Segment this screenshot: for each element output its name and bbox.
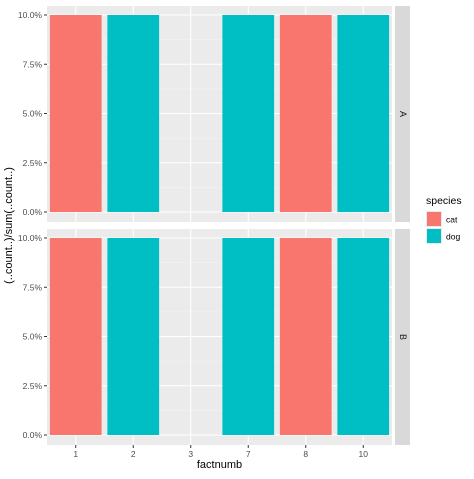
- bar-B-7-dog: [222, 238, 275, 435]
- x-tick-label: 10: [359, 449, 369, 459]
- y-tick-label: 2.5%: [23, 381, 43, 391]
- bar-B-8-cat: [279, 238, 332, 435]
- y-tick-label: 0.0%: [23, 430, 43, 440]
- facet-strip-B: [395, 229, 410, 445]
- x-tick-label: 2: [131, 449, 136, 459]
- legend-label-cat: cat: [446, 215, 458, 225]
- bar-B-1-cat: [49, 238, 102, 435]
- bar-A-2-dog: [107, 15, 160, 212]
- legend-title: species: [426, 195, 462, 207]
- y-tick-label: 10.0%: [18, 233, 43, 243]
- y-tick-label: 5.0%: [23, 109, 43, 119]
- y-tick-label: 10.0%: [18, 10, 43, 20]
- legend-key-dog: [427, 229, 441, 243]
- facet-strip-label: B: [398, 334, 408, 340]
- x-tick-label: 1: [73, 449, 78, 459]
- x-tick-label: 8: [303, 449, 308, 459]
- y-tick-label: 2.5%: [23, 158, 43, 168]
- legend-key-cat: [427, 212, 441, 226]
- bar-A-7-dog: [222, 15, 275, 212]
- legend-label-dog: dog: [446, 232, 460, 242]
- bar-B-10-dog: [337, 238, 390, 435]
- y-tick-label: 0.0%: [23, 207, 43, 217]
- y-tick-label: 7.5%: [23, 59, 43, 69]
- facet-strip-A: [395, 6, 410, 222]
- bar-A-8-cat: [279, 15, 332, 212]
- y-tick-label: 7.5%: [23, 282, 43, 292]
- bar-B-2-dog: [107, 238, 160, 435]
- x-tick-label: 3: [188, 449, 193, 459]
- y-tick-label: 5.0%: [23, 332, 43, 342]
- facet-strip-label: A: [398, 111, 408, 117]
- bar-A-10-dog: [337, 15, 390, 212]
- y-axis-title: (..count..)/sum(..count..): [3, 167, 15, 284]
- x-axis-title: factnumb: [197, 459, 242, 471]
- x-tick-label: 7: [246, 449, 251, 459]
- bar-A-1-cat: [49, 15, 102, 212]
